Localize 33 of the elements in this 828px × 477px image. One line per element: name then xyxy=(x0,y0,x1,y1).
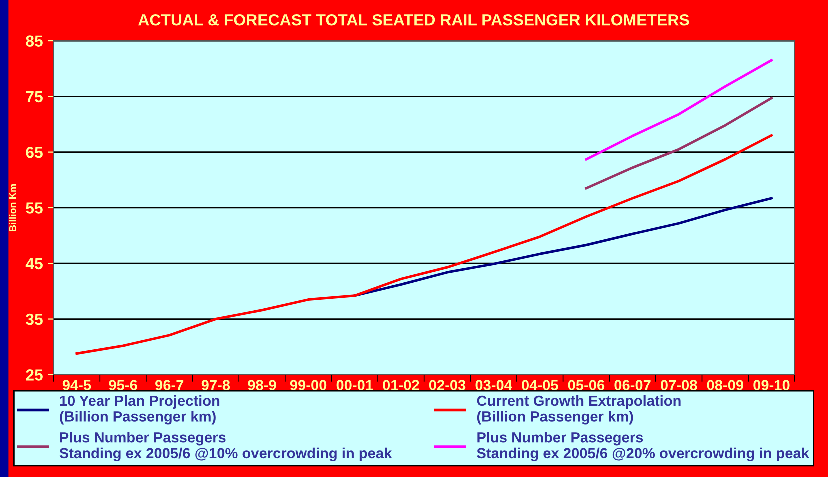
y-axis-title: Billion Km xyxy=(9,184,16,232)
x-tick-label: 01-02 xyxy=(383,380,420,390)
y-tick-label: 65 xyxy=(26,146,43,158)
x-tick-label: 08-09 xyxy=(707,380,744,390)
x-tick-label: 04-05 xyxy=(522,380,558,390)
x-tick-label: 09-10 xyxy=(754,380,790,390)
line-series xyxy=(585,59,773,161)
x-tick-label: 94-5 xyxy=(62,380,92,390)
x-tick-label: 06-07 xyxy=(614,380,651,390)
y-tick-label: 35 xyxy=(26,314,43,326)
line-series xyxy=(76,134,773,356)
x-tick-label: 98-9 xyxy=(248,380,276,390)
line-series xyxy=(354,197,773,298)
x-tick-label: 99-00 xyxy=(290,380,327,390)
y-tick-label: 85 xyxy=(26,36,43,47)
y-tick-label: 55 xyxy=(26,202,43,214)
x-tick-label: 05-06 xyxy=(568,380,605,390)
x-tick-label: 07-08 xyxy=(661,380,698,390)
x-tick-label: 00-01 xyxy=(336,380,374,390)
y-tick-label: 75 xyxy=(26,91,43,103)
x-tick-label: 02-03 xyxy=(429,380,466,391)
y-tick-label: 45 xyxy=(26,258,43,270)
x-tick-label: 95-6 xyxy=(109,380,138,390)
line-series xyxy=(585,97,773,190)
y-tick-label: 25 xyxy=(26,370,43,381)
x-tick-label: 97-8 xyxy=(202,380,230,390)
legend-label: Plus Number Passegers Standing ex 2005/6 @10% overcrowding in peak xyxy=(60,432,392,462)
x-tick-label: 96-7 xyxy=(156,380,184,390)
legend-label: Plus Number Passegers Standing ex 2005/6 @20% overcrowding in peak xyxy=(477,432,810,462)
legend-label: 10 Year Plan Projection (Billion Passenger km) xyxy=(60,395,220,425)
legend-label: Current Growth Extrapolation (Billion Passenger km) xyxy=(477,395,681,425)
x-tick-label: 03-04 xyxy=(476,380,512,391)
chart-title: ACTUAL & FORECAST TOTAL SEATED RAIL PASSENGER KILOMETERS xyxy=(138,14,690,26)
